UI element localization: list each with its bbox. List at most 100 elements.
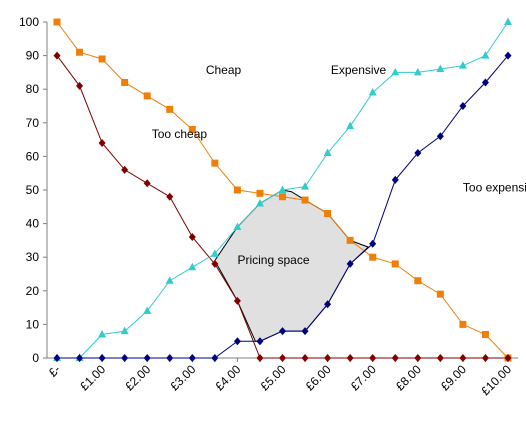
y-tick-label: 100 <box>19 15 39 29</box>
square-marker <box>143 92 151 100</box>
square-marker <box>233 186 241 194</box>
diamond-marker <box>414 149 422 158</box>
diamond-marker <box>233 296 241 305</box>
diamond-marker <box>481 78 489 87</box>
triangle-marker <box>143 306 152 314</box>
x-tick-label: £8.00 <box>393 362 424 393</box>
diamond-marker <box>98 138 106 147</box>
triangle-marker <box>165 276 174 284</box>
square-marker <box>346 236 354 244</box>
triangle-marker <box>436 64 445 73</box>
diamond-marker <box>436 354 444 362</box>
diamond-marker <box>166 354 174 362</box>
series-label-too-expensive: Too expensive <box>463 181 526 195</box>
diamond-marker <box>459 354 467 362</box>
diamond-marker <box>76 354 84 362</box>
y-tick-label: 30 <box>26 250 40 264</box>
diamond-marker <box>504 354 512 362</box>
diamond-marker <box>53 51 61 60</box>
x-tick-label: £7.00 <box>348 362 379 393</box>
diamond-marker <box>166 192 174 201</box>
triangle-marker <box>210 249 219 257</box>
square-marker <box>98 55 106 63</box>
diamond-marker <box>369 354 377 362</box>
diamond-marker <box>301 354 309 362</box>
series-label-cheap: Cheap <box>206 63 242 77</box>
diamond-marker <box>414 354 422 362</box>
square-marker <box>369 253 377 261</box>
triangle-marker <box>301 182 310 190</box>
series-label-too-cheap: Too cheap <box>152 127 208 141</box>
square-marker <box>279 193 286 201</box>
diamond-marker <box>98 354 106 362</box>
x-tick-label: £3.00 <box>167 362 198 393</box>
diamond-marker <box>324 354 332 362</box>
y-tick-label: 20 <box>26 284 40 298</box>
pricing-space-label: Pricing space <box>237 253 309 267</box>
x-tick-label: £- <box>46 362 63 379</box>
triangle-marker <box>188 262 197 271</box>
square-marker <box>391 260 399 268</box>
square-marker <box>166 105 174 113</box>
y-tick-label: 90 <box>26 49 40 63</box>
triangle-marker <box>391 67 400 76</box>
diamond-marker <box>481 354 489 362</box>
triangle-marker <box>413 67 422 76</box>
diamond-marker <box>121 165 129 174</box>
series-too-cheap <box>53 51 512 362</box>
diamond-marker <box>233 337 241 346</box>
x-tick-label: £10.00 <box>478 362 514 398</box>
diamond-marker <box>391 175 399 184</box>
diamond-marker <box>459 102 467 110</box>
diamond-marker <box>346 259 354 268</box>
diamond-marker <box>324 300 332 309</box>
diamond-marker <box>279 354 286 362</box>
diamond-marker <box>53 354 61 362</box>
triangle-marker <box>481 51 490 59</box>
series-label-expensive: Expensive <box>331 63 387 77</box>
triangle-marker <box>120 326 129 335</box>
square-marker <box>436 290 444 298</box>
triangle-marker <box>98 329 107 338</box>
x-tick-label: £2.00 <box>122 362 153 393</box>
triangle-marker <box>233 222 242 230</box>
diamond-marker <box>211 259 219 268</box>
diamond-marker <box>188 233 196 242</box>
diamond-marker <box>121 354 129 362</box>
square-marker <box>211 159 219 167</box>
square-marker <box>459 320 467 328</box>
square-marker <box>301 196 309 204</box>
square-marker <box>76 48 84 56</box>
square-marker <box>188 126 196 134</box>
triangle-marker <box>278 185 287 193</box>
diamond-marker <box>76 81 84 90</box>
y-tick-label: 0 <box>32 351 39 365</box>
diamond-marker <box>436 132 444 141</box>
y-tick-label: 60 <box>26 149 40 163</box>
triangle-marker <box>504 17 512 25</box>
diamond-marker <box>369 239 377 248</box>
y-tick-label: 80 <box>26 82 40 96</box>
series-expensive <box>53 17 512 361</box>
diamond-marker <box>143 179 151 188</box>
diamond-marker <box>346 354 354 362</box>
diamond-marker <box>143 354 151 362</box>
diamond-marker <box>279 327 286 336</box>
triangle-marker <box>255 198 264 207</box>
diamond-marker <box>188 354 196 362</box>
series-group <box>53 17 512 362</box>
series-cheap <box>53 18 512 362</box>
square-marker <box>53 18 61 26</box>
triangle-marker <box>458 61 467 69</box>
x-tick-label: £1.00 <box>77 362 108 393</box>
diamond-marker <box>256 354 264 362</box>
series-too-expensive <box>53 51 512 362</box>
square-marker <box>414 277 422 285</box>
square-marker <box>256 189 264 197</box>
x-tick-label: £4.00 <box>212 362 243 393</box>
x-tick-label: £5.00 <box>257 362 288 393</box>
diamond-marker <box>301 327 309 336</box>
label-group: Pricing space Cheap Too cheap Expensive Too … <box>152 63 526 267</box>
triangle-marker <box>346 121 355 130</box>
